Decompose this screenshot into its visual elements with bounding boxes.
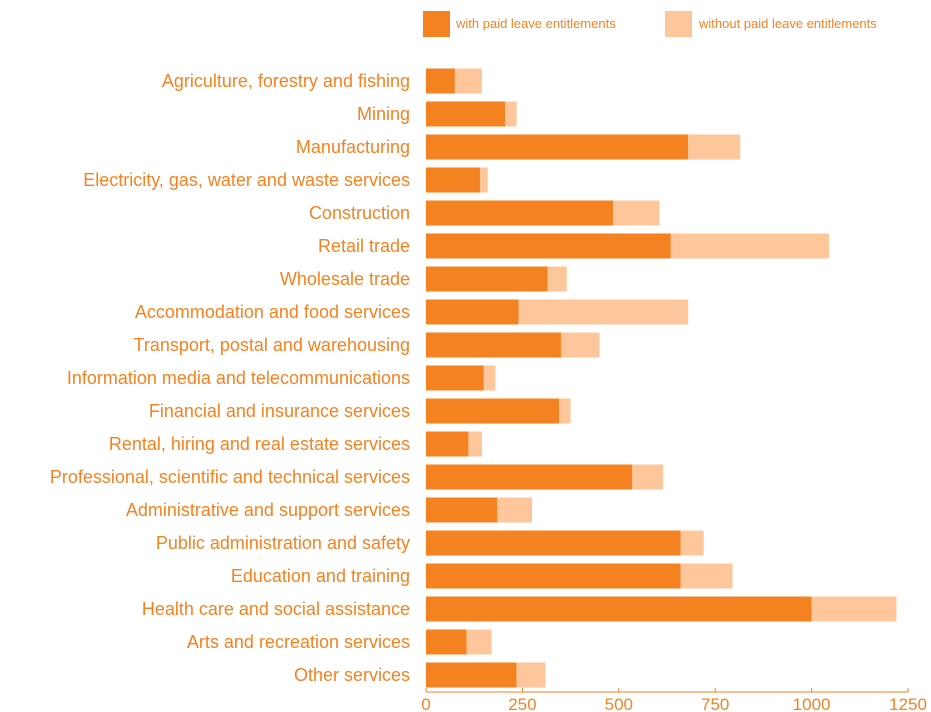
bar-without-agriculture-forestry-and-fishing <box>454 68 482 94</box>
bar-without-financial-and-insurance-services <box>559 398 571 424</box>
bar-without-health-care-and-social-assistance <box>811 596 897 622</box>
bar-without-other-services <box>516 662 546 688</box>
bar-without-professional-scientific-and-technical-services <box>632 464 664 490</box>
bar-with-public-administration-and-safety <box>426 530 681 556</box>
category-label-manufacturing: Manufacturing <box>296 137 410 157</box>
bar-without-manufacturing <box>688 134 741 160</box>
category-label-electricity-gas-water-and-waste-services: Electricity, gas, water and waste servic… <box>83 170 410 190</box>
category-label-retail-trade: Retail trade <box>318 236 410 256</box>
bar-with-administrative-and-support-services <box>426 497 498 523</box>
category-labels: Agriculture, forestry and fishing Mining M… <box>50 71 410 685</box>
category-label-construction: Construction <box>309 203 410 223</box>
category-label-arts-and-recreation-services: Arts and recreation services <box>187 632 410 652</box>
legend-label-without-paid-leave: without paid leave entitlements <box>698 16 877 31</box>
bar-without-administrative-and-support-services <box>497 497 533 523</box>
category-label-administrative-and-support-services: Administrative and support services <box>126 500 410 520</box>
category-label-wholesale-trade: Wholesale trade <box>280 269 410 289</box>
legend: with paid leave entitlements without pai… <box>423 11 877 37</box>
bar-with-construction <box>426 200 614 226</box>
bar-with-education-and-training <box>426 563 681 589</box>
bar-with-other-services <box>426 662 517 688</box>
bar-without-accommodation-and-food-services <box>518 299 689 325</box>
bar-with-electricity-gas-water-and-waste-services <box>426 167 480 193</box>
category-label-accommodation-and-food-services: Accommodation and food services <box>135 302 410 322</box>
bar-without-rental-hiring-and-real-estate-services <box>468 431 482 457</box>
bar-without-information-media-and-telecommunications <box>483 365 496 391</box>
bar-without-retail-trade <box>670 233 829 259</box>
x-tick-label: 1250 <box>889 695 927 712</box>
bar-without-mining <box>505 101 517 127</box>
x-tick-label: 500 <box>605 695 633 712</box>
bar-without-education-and-training <box>680 563 733 589</box>
bar-with-professional-scientific-and-technical-services <box>426 464 633 490</box>
bar-without-wholesale-trade <box>547 266 567 292</box>
category-label-education-and-training: Education and training <box>231 566 410 586</box>
bar-with-arts-and-recreation-services <box>426 629 467 655</box>
legend-label-with-paid-leave: with paid leave entitlements <box>455 16 616 31</box>
legend-swatch-without-paid-leave <box>665 11 692 37</box>
category-label-rental-hiring-and-real-estate-services: Rental, hiring and real estate services <box>109 434 410 454</box>
category-label-other-services: Other services <box>294 665 410 685</box>
bar-without-electricity-gas-water-and-waste-services <box>479 167 488 193</box>
bar-with-transport-postal-and-warehousing <box>426 332 561 358</box>
bar-with-rental-hiring-and-real-estate-services <box>426 431 469 457</box>
bar-with-agriculture-forestry-and-fishing <box>426 68 455 94</box>
bar-with-financial-and-insurance-services <box>426 398 560 424</box>
x-tick-label: 1000 <box>793 695 831 712</box>
bar-with-health-care-and-social-assistance <box>426 596 812 622</box>
category-label-health-care-and-social-assistance: Health care and social assistance <box>142 599 410 619</box>
x-tick-label: 0 <box>421 695 430 712</box>
bar-without-construction <box>613 200 660 226</box>
category-label-public-administration-and-safety: Public administration and safety <box>156 533 410 553</box>
bar-with-accommodation-and-food-services <box>426 299 519 325</box>
category-label-financial-and-insurance-services: Financial and insurance services <box>149 401 410 421</box>
bar-without-transport-postal-and-warehousing <box>560 332 600 358</box>
category-label-information-media-and-telecommunications: Information media and telecommunications <box>67 368 410 388</box>
bar-without-arts-and-recreation-services <box>466 629 492 655</box>
legend-swatch-with-paid-leave <box>423 11 450 37</box>
category-label-professional-scientific-and-technical-services: Professional, scientific and technical s… <box>50 467 410 487</box>
category-label-agriculture-forestry-and-fishing: Agriculture, forestry and fishing <box>162 71 410 91</box>
bar-with-retail-trade <box>426 233 671 259</box>
bar-with-manufacturing <box>426 134 689 160</box>
x-axis: 0 250 500 750 1000 1250 <box>421 688 927 712</box>
bar-without-public-administration-and-safety <box>680 530 704 556</box>
category-label-mining: Mining <box>357 104 410 124</box>
bar-with-mining <box>426 101 506 127</box>
bars <box>426 68 897 688</box>
category-label-transport-postal-and-warehousing: Transport, postal and warehousing <box>134 335 411 355</box>
bar-with-information-media-and-telecommunications <box>426 365 484 391</box>
bar-with-wholesale-trade <box>426 266 548 292</box>
x-tick-label: 750 <box>701 695 729 712</box>
x-tick-label: 250 <box>508 695 536 712</box>
